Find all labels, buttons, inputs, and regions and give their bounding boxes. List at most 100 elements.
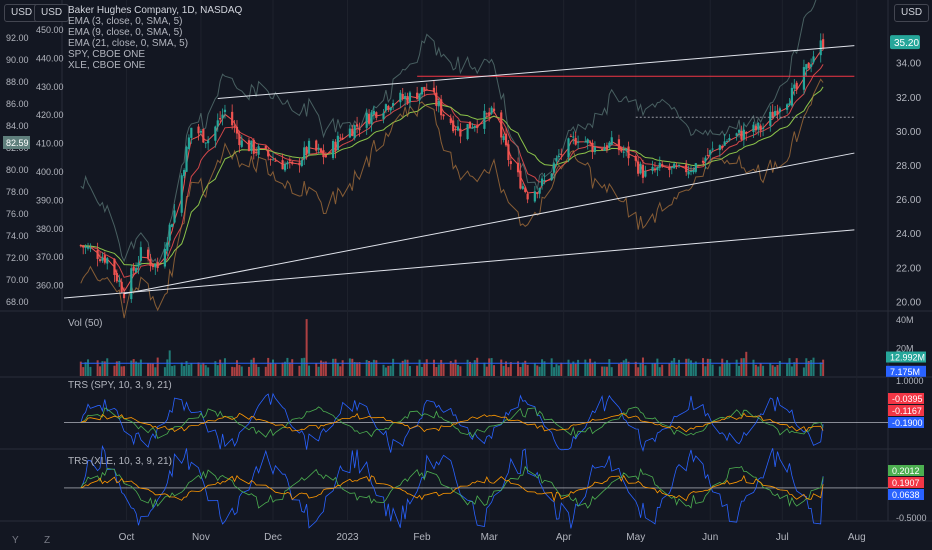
right-axis-tick: 30.00 <box>896 127 921 138</box>
candle-body <box>519 170 522 189</box>
volume-bar <box>250 359 253 376</box>
candle <box>132 262 135 275</box>
current-value-badge-bg <box>3 136 30 149</box>
volume-bar <box>308 365 311 376</box>
trs-spy-pane-label[interactable]: TRS (SPY, 10, 3, 9, 21) <box>68 380 172 391</box>
candle-body <box>605 145 609 150</box>
candle <box>622 145 625 158</box>
volume-bar <box>759 363 762 376</box>
candle <box>466 123 469 141</box>
candle <box>771 104 774 119</box>
candle-body <box>656 167 659 171</box>
candle <box>204 142 207 149</box>
candle-body <box>454 128 457 130</box>
volume-bar <box>774 366 777 376</box>
candle <box>238 130 241 153</box>
candle-body <box>269 158 272 161</box>
volume-bar <box>625 358 628 376</box>
legend-title[interactable]: Baker Hughes Company, 1D, NASDAQ <box>68 5 243 16</box>
candle-body <box>673 163 676 169</box>
candle-body <box>810 64 813 67</box>
right-axis-tick: 34.00 <box>896 59 921 70</box>
candle <box>653 162 657 173</box>
candle <box>651 160 654 175</box>
volume-bar <box>368 360 371 376</box>
candle-body <box>675 165 678 167</box>
candle-body <box>735 133 738 136</box>
volume-bar <box>187 364 190 376</box>
trs-xle-pane-label[interactable]: TRS (XLE, 10, 3, 9, 21) <box>68 456 172 467</box>
volume-bar <box>456 364 459 376</box>
volume-bar <box>819 362 822 376</box>
left-axis-spy-tick: 450.00 <box>36 25 64 35</box>
candle <box>507 139 510 167</box>
trs-xle-badge-bg <box>888 477 924 488</box>
candle-body <box>589 141 592 143</box>
volume-bar <box>96 360 99 376</box>
legend-xle[interactable]: XLE, CBOE ONE <box>68 60 146 71</box>
candle <box>584 136 587 143</box>
zoom-toggle[interactable]: Z <box>44 535 51 546</box>
volume-pane-label[interactable]: Vol (50) <box>68 318 103 329</box>
volume-bar <box>204 365 207 376</box>
candle-body <box>231 111 234 126</box>
candle <box>418 93 421 104</box>
volume-bar <box>620 362 623 376</box>
candle-body <box>442 114 445 117</box>
candle <box>82 244 85 255</box>
volume-bar <box>550 358 553 376</box>
candle-body <box>82 245 85 248</box>
candle-body <box>132 266 135 271</box>
candle <box>706 148 709 157</box>
candle <box>442 113 445 120</box>
volume-bar <box>171 366 174 376</box>
candle <box>521 183 524 191</box>
candle <box>692 167 695 175</box>
volume-bar <box>197 362 200 376</box>
x-axis-tick: Jul <box>776 532 789 543</box>
volume-bar <box>305 319 308 376</box>
candle-body <box>118 280 121 282</box>
candle-body <box>274 160 277 162</box>
candle-body <box>288 160 291 162</box>
candle-body <box>89 247 92 249</box>
currency-button-right[interactable]: USD <box>894 4 930 22</box>
volume-bar <box>591 362 594 376</box>
volume-bar <box>476 357 479 376</box>
volume-bar <box>617 363 620 376</box>
candle <box>790 82 794 108</box>
volume-bar <box>356 362 359 376</box>
volume-bar <box>593 361 596 376</box>
legend-ema-3[interactable]: EMA (3, close, 0, SMA, 5) <box>68 16 183 27</box>
legend-ema-9[interactable]: EMA (9, close, 0, SMA, 5) <box>68 27 183 38</box>
x-axis-tick: Nov <box>192 532 210 543</box>
volume-bar <box>84 362 87 376</box>
currency-button-left-2[interactable]: USD <box>34 4 70 22</box>
spy-line <box>80 78 824 319</box>
trs-xle-orange-line <box>80 474 824 503</box>
candle-body <box>365 112 368 128</box>
candle <box>375 111 378 121</box>
candle <box>661 160 664 168</box>
candle <box>255 147 258 157</box>
legend-ema-21[interactable]: EMA (21, close, 0, SMA, 5) <box>68 38 189 49</box>
left-axis-xle-tick: 92.00 <box>6 33 29 43</box>
volume-bar <box>822 359 825 376</box>
legend-spy[interactable]: SPY, CBOE ONE <box>68 49 146 60</box>
volume-badge-bg <box>886 351 926 363</box>
log-scale-toggle[interactable]: Y <box>12 535 19 546</box>
volume-bar <box>408 365 411 376</box>
candle-body <box>509 161 512 165</box>
left-axis-xle-tick: 76.00 <box>6 209 29 219</box>
candle <box>384 103 388 114</box>
candle <box>324 151 327 158</box>
candle-body <box>348 128 351 138</box>
candle-body <box>771 111 774 118</box>
candle <box>603 143 606 151</box>
candle <box>728 134 731 142</box>
candle-body <box>776 110 779 115</box>
volume-bar <box>339 366 342 376</box>
candle-body <box>603 147 606 151</box>
candle-body <box>637 161 640 174</box>
